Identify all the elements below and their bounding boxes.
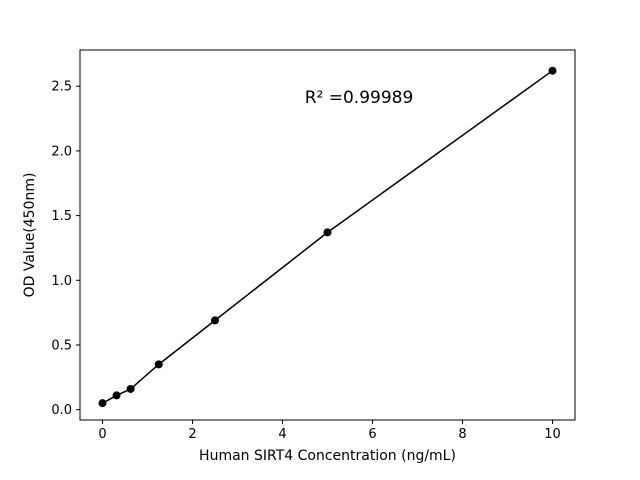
y-tick-label: 1.5	[51, 209, 72, 224]
data-point	[126, 384, 135, 393]
fit-line	[102, 70, 553, 404]
x-tick-label: 6	[368, 427, 376, 442]
x-tick-label: 4	[278, 427, 286, 442]
x-tick-label: 2	[188, 427, 196, 442]
x-tick-label: 8	[458, 427, 466, 442]
y-axis-label: OD Value(450nm)	[22, 173, 38, 298]
x-axis-label: Human SIRT4 Concentration (ng/mL)	[199, 448, 456, 464]
y-tick-label: 0.5	[51, 338, 72, 353]
data-point	[323, 228, 332, 237]
axes-frame	[79, 49, 576, 421]
r-squared-annotation: R² =0.99989	[305, 88, 414, 108]
y-tick-label: 2.0	[51, 144, 72, 159]
y-tick-label: 2.5	[51, 80, 72, 95]
x-tick-label: 0	[98, 427, 106, 442]
y-tick-label: 1.0	[51, 274, 72, 289]
data-point	[112, 391, 121, 400]
y-tick-label: 0.0	[51, 403, 72, 418]
x-tick-label: 10	[544, 427, 561, 442]
data-point	[211, 316, 219, 325]
data-point	[548, 66, 557, 75]
data-point	[98, 399, 107, 408]
data-point	[154, 360, 163, 369]
